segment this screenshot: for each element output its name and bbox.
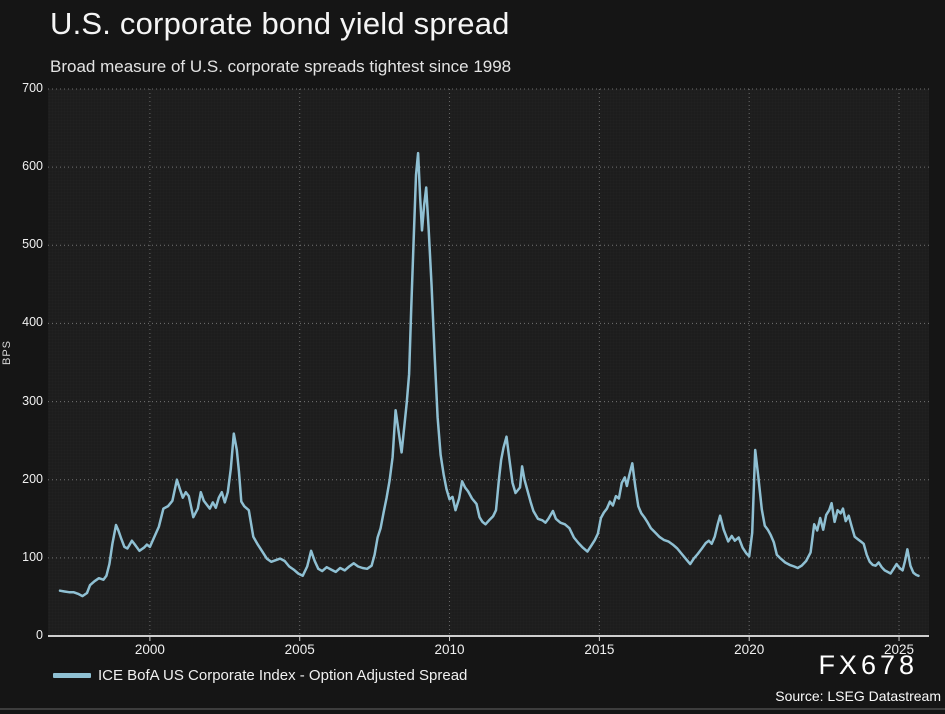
legend-label: ICE BofA US Corporate Index - Option Adj… <box>98 667 468 684</box>
bottom-divider <box>0 708 945 710</box>
spread-line-series <box>58 151 920 598</box>
y-axis-label: BPS <box>1 339 13 365</box>
legend: ICE BofA US Corporate Index - Option Adj… <box>53 667 467 684</box>
plot-area-background <box>48 89 929 636</box>
watermark-fx678: FX678 <box>818 650 918 680</box>
source-attribution: Source: LSEG Datastream <box>775 688 941 704</box>
page-title: U.S. corporate bond yield spread <box>50 6 510 41</box>
page-subtitle: Broad measure of U.S. corporate spreads … <box>50 57 512 76</box>
legend-line-swatch <box>53 673 91 678</box>
